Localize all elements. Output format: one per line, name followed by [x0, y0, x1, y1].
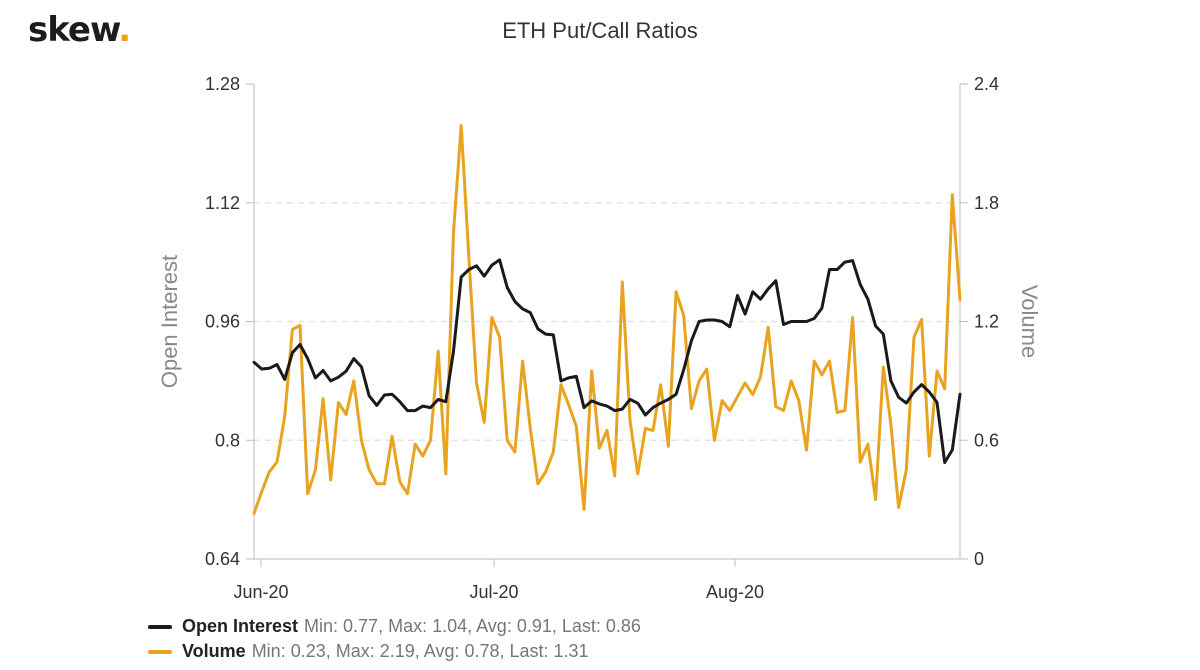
legend: Open Interest Min: 0.77, Max: 1.04, Avg:… [148, 614, 641, 664]
skew-logo: skew. [28, 10, 131, 50]
y-left-tick-label: 0.96 [205, 312, 240, 332]
y-left-tick-label: 0.64 [205, 549, 240, 569]
y-right-tick-label: 0.6 [974, 430, 999, 450]
legend-label-volume: Volume [182, 641, 246, 661]
x-tick-label: Aug-20 [706, 582, 764, 602]
logo-text: skew [28, 10, 119, 50]
x-tick-label: Jul-20 [469, 582, 518, 602]
y-right-axis-title: Volume [1017, 285, 1042, 358]
x-tick-label: Jun-20 [233, 582, 288, 602]
legend-swatch-volume [148, 649, 172, 654]
y-left-axis-title: Open Interest [157, 255, 182, 388]
y-right-tick-label: 1.8 [974, 193, 999, 213]
legend-swatch-open-interest [148, 624, 172, 629]
y-left-tick-label: 1.12 [205, 193, 240, 213]
y-right-tick-label: 0 [974, 549, 984, 569]
legend-stats-volume: Min: 0.23, Max: 2.19, Avg: 0.78, Last: 1… [251, 641, 589, 661]
y-left-tick-label: 0.8 [215, 430, 240, 450]
y-right-tick-label: 2.4 [974, 74, 999, 94]
legend-item-open-interest[interactable]: Open Interest Min: 0.77, Max: 1.04, Avg:… [148, 614, 641, 639]
legend-stats-open-interest: Min: 0.77, Max: 1.04, Avg: 0.91, Last: 0… [304, 616, 641, 636]
chart-title: ETH Put/Call Ratios [502, 18, 698, 43]
logo-dot: . [118, 10, 131, 50]
legend-item-volume[interactable]: Volume Min: 0.23, Max: 2.19, Avg: 0.78, … [148, 639, 641, 664]
y-right-tick-label: 1.2 [974, 312, 999, 332]
volume-series-line [252, 124, 962, 515]
open-interest-series-line [252, 258, 962, 464]
chart-area: 1.28 1.12 0.96 0.8 0.64 2.4 1.8 1.2 0.6 0 Jun-20 Ju… [157, 74, 1042, 602]
y-left-tick-label: 1.28 [205, 74, 240, 94]
legend-label-open-interest: Open Interest [182, 616, 299, 636]
